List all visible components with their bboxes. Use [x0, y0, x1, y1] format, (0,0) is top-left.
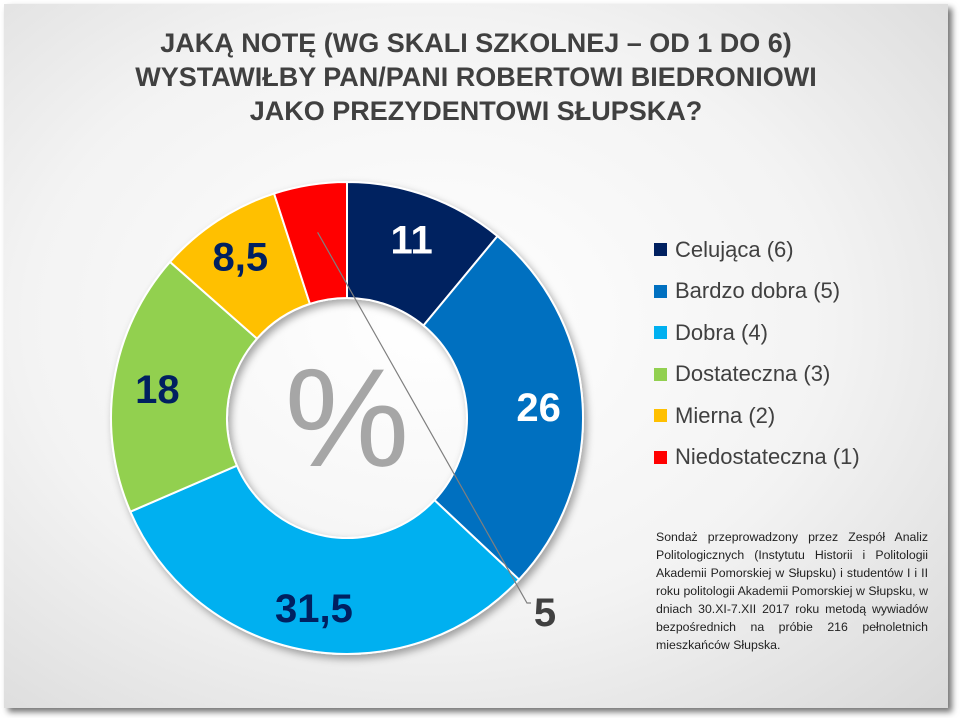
title-line-3: JAKO PREZYDENTOWI SŁUPSKA? — [249, 96, 703, 126]
data-label-5: 8,5 — [213, 236, 269, 280]
legend-item-3: Dobra (4) — [654, 312, 860, 354]
data-label-1: 11 — [390, 218, 432, 262]
slice-6 — [272, 180, 348, 306]
data-label-2: 26 — [516, 386, 561, 430]
data-label-4: 18 — [135, 368, 180, 412]
legend-label: Niedostateczna (1) — [675, 444, 860, 470]
legend-label: Dostateczna (3) — [675, 361, 831, 387]
data-label-6: 5 — [534, 591, 556, 635]
legend-swatch — [654, 450, 667, 464]
center-percent-label: % — [285, 339, 409, 496]
legend-label: Celująca (6) — [675, 236, 794, 262]
data-label-3: 31,5 — [275, 587, 353, 631]
leader-line-6 — [317, 232, 531, 604]
legend: Celująca (6) Bardzo dobra (5) Dobra (4) Dos… — [654, 229, 860, 478]
title-line-1: JAKĄ NOTĘ (WG SKALI SZKOLNEJ – OD 1 DO 6… — [160, 28, 792, 58]
slide: JAKĄ NOTĘ (WG SKALI SZKOLNEJ – OD 1 DO 6… — [4, 4, 948, 708]
legend-swatch — [654, 367, 667, 381]
doughnut-chart: % 11 26 31,5 18 8,5 5 — [110, 180, 584, 655]
slice-3 — [129, 464, 521, 655]
legend-item-6: Niedostateczna (1) — [654, 437, 860, 479]
legend-swatch — [654, 243, 667, 257]
title-line-2: WYSTAWIŁBY PAN/PANI ROBERTOWI BIEDRONIOW… — [135, 62, 817, 92]
legend-item-5: Mierna (2) — [654, 395, 860, 437]
slice-2 — [422, 234, 584, 581]
chart-title: JAKĄ NOTĘ (WG SKALI SZKOLNEJ – OD 1 DO 6… — [4, 26, 948, 128]
legend-swatch — [654, 409, 667, 423]
legend-label: Mierna (2) — [675, 402, 776, 428]
legend-swatch — [654, 326, 667, 340]
legend-item-1: Celująca (6) — [654, 229, 860, 271]
legend-label: Bardzo dobra (5) — [675, 278, 841, 304]
survey-note: Sondaż przeprowadzony przez Zespół Anali… — [656, 530, 928, 652]
legend-item-2: Bardzo dobra (5) — [654, 271, 860, 313]
legend-item-4: Dostateczna (3) — [654, 354, 860, 396]
slice-4 — [110, 260, 259, 514]
legend-label: Dobra (4) — [675, 319, 768, 345]
legend-swatch — [654, 284, 667, 298]
